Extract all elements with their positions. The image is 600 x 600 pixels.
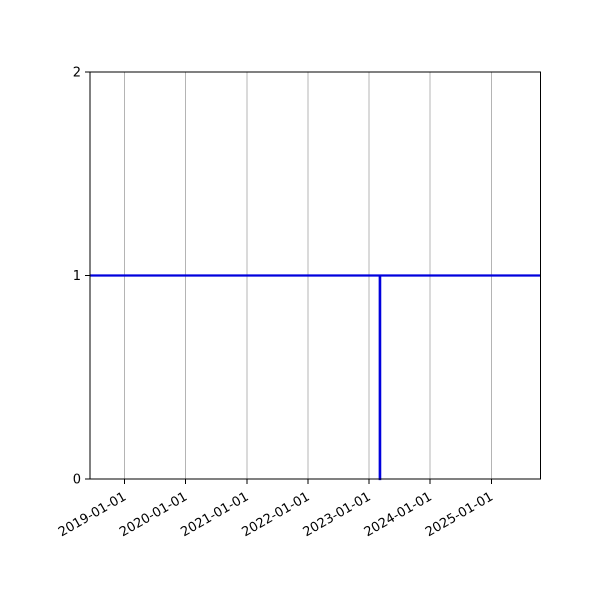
x-tick-label: 2024-01-01 <box>362 489 435 540</box>
x-tick-label: 2022-01-01 <box>240 489 313 540</box>
x-tick-label: 2025-01-01 <box>423 489 496 540</box>
y-tick-label: 0 <box>73 473 81 488</box>
x-tick-label: 2019-01-01 <box>56 489 129 540</box>
y-tick-label: 2 <box>73 66 81 81</box>
y-tick-label: 1 <box>73 269 81 284</box>
data-line <box>90 274 541 481</box>
x-tick-label: 2021-01-01 <box>178 489 251 540</box>
x-tick-label: 2020-01-01 <box>117 489 190 540</box>
x-tick-label: 2023-01-01 <box>301 489 374 540</box>
